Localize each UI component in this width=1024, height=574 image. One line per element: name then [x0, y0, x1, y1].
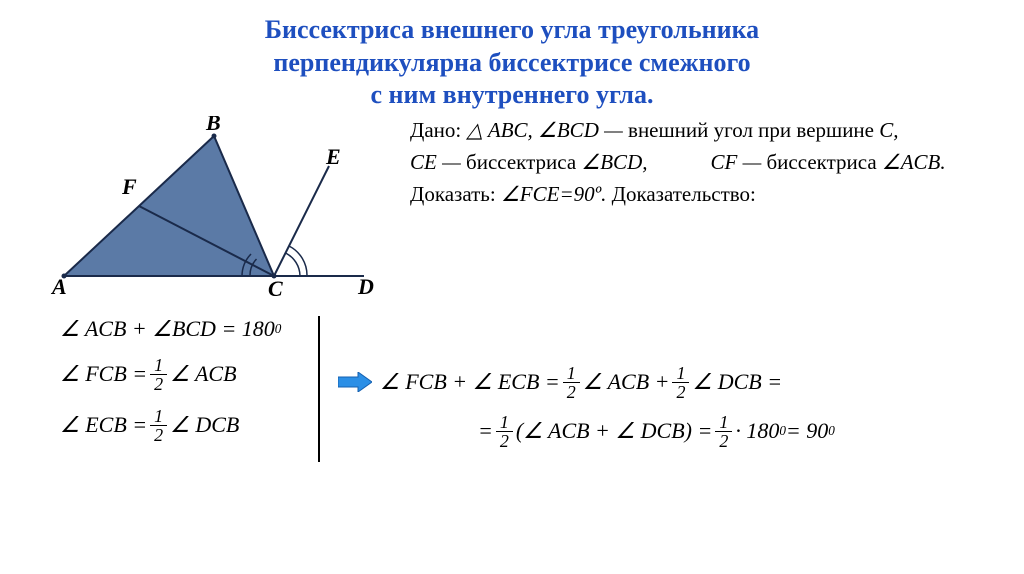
- pr1a: ∠ FCB + ∠ ECB =: [380, 369, 560, 395]
- prove-math: ∠FCE=90º.: [501, 182, 612, 206]
- proof-right-1: ∠ FCB + ∠ ECB = 12 ∠ ACB + 12 ∠ DCB =: [338, 364, 1000, 401]
- svg-text:E: E: [325, 144, 341, 169]
- svg-text:B: B: [205, 116, 221, 135]
- pr2d: = 90: [786, 418, 828, 444]
- proof-right-2: = 12 (∠ ACB + ∠ DCB) = 12 · 1800 = 900: [338, 413, 1000, 450]
- pr2b: (∠ ACB + ∠ DCB) =: [516, 418, 712, 444]
- svg-text:D: D: [357, 274, 374, 299]
- proof-left-3: ∠ ECB = 12 ∠ DCB: [60, 407, 306, 444]
- pr1b: ∠ ACB +: [583, 369, 670, 395]
- given-text-2b: биссектриса: [466, 150, 581, 174]
- triangle-svg: A B C D E F: [24, 116, 404, 306]
- proof-label: Доказательство:: [612, 182, 756, 206]
- proof-left-column: ∠ ACB + ∠BCD = 1800 ∠ FCB = 12 ∠ ACB ∠ E…: [60, 316, 320, 462]
- fraction-icon: 12: [672, 364, 689, 401]
- given-line-3: Доказать: ∠FCE=90º. Доказательство:: [410, 180, 1000, 208]
- pr2s1: 0: [779, 423, 786, 439]
- proof-left-2: ∠ FCB = 12 ∠ ACB: [60, 356, 306, 393]
- proof-left-1: ∠ ACB + ∠BCD = 1800: [60, 316, 306, 342]
- fraction-icon: 12: [715, 413, 732, 450]
- given-line-1: Дано: △ ABC, ∠BCD — внешний угол при вер…: [410, 116, 1000, 144]
- pl2b: ∠ ACB: [170, 361, 236, 387]
- arrow-right-icon: [338, 372, 372, 392]
- fraction-icon: 12: [496, 413, 513, 450]
- given-text-2d: биссектриса: [767, 150, 882, 174]
- given-line-2: CE — биссектриса ∠BCD, CF — биссектриса …: [410, 148, 1000, 176]
- fraction-icon: 12: [150, 407, 167, 444]
- proof-right-column: ∠ FCB + ∠ ECB = 12 ∠ ACB + 12 ∠ DCB = = …: [320, 316, 1000, 462]
- given-math-2c: ∠BCD, CF —: [581, 150, 766, 174]
- pl2a: ∠ FCB =: [60, 361, 147, 387]
- title-line-1: Биссектриса внешнего угла треугольника: [265, 15, 759, 44]
- fraction-icon: 12: [563, 364, 580, 401]
- pr2c: · 180: [735, 418, 779, 444]
- given-math-2a: CE —: [410, 150, 466, 174]
- proof-block: ∠ ACB + ∠BCD = 1800 ∠ FCB = 12 ∠ ACB ∠ E…: [0, 306, 1024, 462]
- given-math-2e: ∠ACB.: [882, 150, 946, 174]
- given-text-1: внешний угол при вершине: [628, 118, 879, 142]
- given-block: Дано: △ ABC, ∠BCD — внешний угол при вер…: [404, 116, 1000, 306]
- given-math-1b: C,: [879, 118, 898, 142]
- given-label: Дано:: [410, 118, 466, 142]
- pl1-sup: 0: [275, 321, 282, 337]
- pl3a: ∠ ECB =: [60, 412, 147, 438]
- svg-text:F: F: [121, 174, 137, 199]
- pr1c: ∠ DCB =: [692, 369, 782, 395]
- svg-text:C: C: [268, 276, 283, 301]
- prove-label: Доказать:: [410, 182, 501, 206]
- svg-text:A: A: [50, 274, 67, 299]
- geometry-diagram: A B C D E F: [24, 116, 404, 306]
- pl3b: ∠ DCB: [170, 412, 239, 438]
- given-math-1: △ ABC, ∠BCD —: [466, 118, 628, 142]
- pl1: ∠ ACB + ∠BCD = 180: [60, 316, 275, 342]
- fraction-icon: 12: [150, 356, 167, 393]
- page-title: Биссектриса внешнего угла треугольника п…: [0, 0, 1024, 116]
- title-line-3: с ним внутреннего угла.: [370, 80, 653, 109]
- title-line-2: перпендикулярна биссектрисе смежного: [273, 48, 750, 77]
- pr2s2: 0: [828, 423, 835, 439]
- pr2a: =: [478, 418, 493, 444]
